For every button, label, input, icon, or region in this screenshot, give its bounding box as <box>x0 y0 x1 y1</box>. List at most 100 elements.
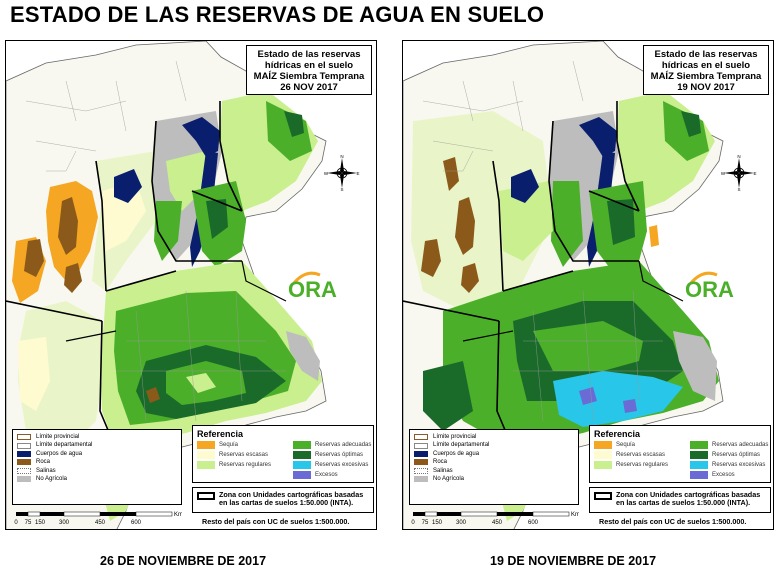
info-line: Estado de las reservas <box>257 49 361 60</box>
adecuadas-region <box>551 181 583 267</box>
reference-item: Reservas regulares <box>197 461 293 469</box>
zona-line: Zona con Unidades cartográficas basadas <box>616 490 761 499</box>
scale-tick: 150 <box>432 520 443 526</box>
scale-tick: 0 <box>411 520 415 526</box>
info-date: 26 NOV 2017 <box>280 82 338 93</box>
reference-item: Sequía <box>197 441 293 449</box>
legend-item: No Agrícola <box>414 475 574 483</box>
water-body <box>511 169 539 203</box>
reference-item <box>594 471 690 479</box>
reference-item: Reservas adecuadas <box>690 441 770 449</box>
info-line: Estado de las reservas <box>654 49 758 60</box>
compass-e: E <box>753 171 756 176</box>
map-legend: Límite provincial Límite departamental C… <box>409 429 579 505</box>
legend-label: Roca <box>433 459 448 466</box>
legend-label: Límite departamental <box>36 442 93 449</box>
legend-label: No Agrícola <box>433 475 465 482</box>
zona-line: en las cartas de suelos 1:50.000 (INTA). <box>616 498 751 507</box>
legend-item: Cuerpos de agua <box>414 450 574 458</box>
legend-label: Límite provincial <box>433 434 477 440</box>
roca-region <box>455 197 475 255</box>
reference-item: Excesos <box>690 471 770 479</box>
map-legend: Límite provincial Límite departamental C… <box>12 429 182 505</box>
legend-label: Cuerpos de agua <box>433 450 480 457</box>
scale-tick: 300 <box>59 520 70 526</box>
compass-rose-icon: N S E W <box>721 155 757 191</box>
legend-item: Salinas <box>17 467 177 475</box>
ora-logo: ORA <box>685 271 734 301</box>
excesivas-region <box>553 371 683 427</box>
scale-bar: 0 75 150 300 450 600 Km <box>411 511 579 526</box>
roca-region <box>24 239 44 277</box>
caption-right: 19 DE NOVIEMBRE DE 2017 <box>490 554 657 568</box>
reference-item: Reservas excesivas <box>293 461 373 469</box>
reference-item: Excesos <box>293 471 373 479</box>
roca-region <box>64 263 82 293</box>
legend-item: Límite departamental <box>17 441 177 449</box>
legend-label: Límite departamental <box>433 442 490 449</box>
adecuadas-region <box>266 101 312 161</box>
scale-tick: 600 <box>131 520 142 526</box>
map-panel-26-nov: Estado de las reservas hídricas en el su… <box>5 40 377 530</box>
compass-s: S <box>737 187 740 191</box>
no-agricola-region <box>673 331 717 401</box>
ora-logo: ORA <box>288 271 337 301</box>
legend-label: Roca <box>36 459 51 466</box>
soil-water-map-26-nov <box>6 41 327 529</box>
water-body <box>114 169 142 203</box>
roca-region <box>146 387 160 403</box>
scale-tick: 75 <box>25 520 32 526</box>
legend-label: Límite provincial <box>36 434 80 440</box>
legend-item: Salinas <box>414 467 574 475</box>
reference-item: Reservas escasas <box>197 451 293 459</box>
water-body <box>182 117 220 157</box>
zona-line: Zona con Unidades cartográficas basadas <box>219 490 364 499</box>
department-lines <box>25 60 286 422</box>
reference-title: Referencia <box>197 429 244 439</box>
scale-tick: 0 <box>14 520 18 526</box>
reference-item: Reservas óptimas <box>293 451 373 459</box>
scale-tick: 150 <box>35 520 46 526</box>
optimas-region <box>423 361 473 431</box>
optimas-region <box>284 111 304 137</box>
legend-label: No Agrícola <box>36 475 68 482</box>
reference-item <box>197 471 293 479</box>
info-line: hídricas en el suelo <box>661 60 751 71</box>
scale-unit: Km <box>571 512 579 518</box>
info-line: MAÍZ Siembra Temprana <box>253 71 365 82</box>
map-panel-19-nov: Estado de las reservas hídricas en el su… <box>402 40 774 530</box>
adecuadas-region <box>533 321 643 371</box>
info-line: MAÍZ Siembra Temprana <box>650 71 762 82</box>
department-lines <box>422 60 683 422</box>
escasas-region <box>102 181 146 251</box>
map-info-box: Estado de las reservas hídricas en el su… <box>246 45 372 95</box>
scale-tick: 450 <box>492 520 503 526</box>
excesos-region <box>623 399 637 413</box>
adecuadas-region <box>663 101 709 161</box>
info-date: 19 NOV 2017 <box>677 82 735 93</box>
compass-w: W <box>324 171 329 176</box>
compass-n: N <box>737 155 740 159</box>
map-info-box: Estado de las reservas hídricas en el su… <box>643 45 769 95</box>
legend-item: Roca <box>17 458 177 466</box>
scale-unit: Km <box>174 512 182 518</box>
legend-item: Límite provincial <box>414 433 574 441</box>
legend-label: Salinas <box>36 467 56 474</box>
zona-legend: Zona con Unidades cartográficas basadas e… <box>589 487 771 513</box>
reference-item: Reservas óptimas <box>690 451 770 459</box>
legend-item: No Agrícola <box>17 475 177 483</box>
soil-water-map-19-nov <box>403 41 724 529</box>
roca-region <box>58 197 78 255</box>
scale-bar: 0 75 150 300 450 600 Km <box>14 511 182 526</box>
ora-logo-text: ORA <box>288 277 337 301</box>
reference-legend: Referencia Sequía Reservas adecuadas Res… <box>589 425 771 483</box>
reference-title: Referencia <box>594 429 641 439</box>
resto-text: Resto del país con UC de suelos 1:500.00… <box>599 517 747 526</box>
compass-s: S <box>340 187 343 191</box>
excesos-region <box>579 387 597 405</box>
roca-region <box>461 263 479 293</box>
zona-line: en las cartas de suelos 1:50.000 (INTA). <box>219 498 354 507</box>
legend-item: Límite departamental <box>414 441 574 449</box>
legend-label: Cuerpos de agua <box>36 450 83 457</box>
sequia-region <box>649 225 659 247</box>
